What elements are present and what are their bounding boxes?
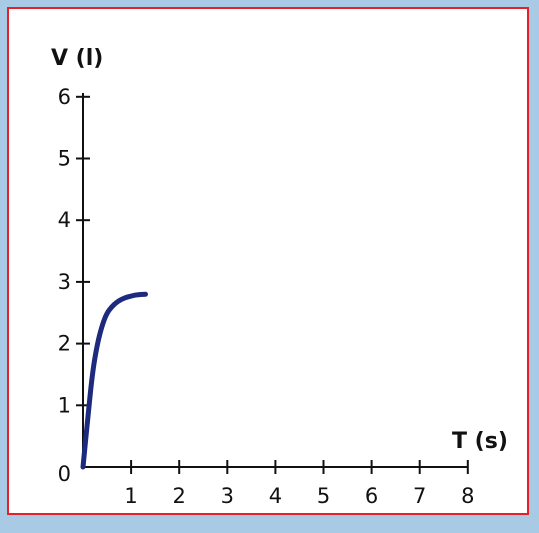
x-tick-label: 5 xyxy=(317,484,330,508)
x-tick-label: 4 xyxy=(269,484,282,508)
y-axis-label: V (l) xyxy=(51,46,103,71)
y-ticks: 0 1 2 3 4 5 6 xyxy=(58,85,90,486)
x-ticks: 1 2 3 4 5 6 7 8 xyxy=(124,460,474,508)
y-tick-label: 3 xyxy=(58,270,71,294)
series-group xyxy=(80,291,148,470)
series-line xyxy=(80,291,148,470)
x-tick-label: 8 xyxy=(461,484,474,508)
x-tick-label: 6 xyxy=(365,484,378,508)
x-tick-label: 3 xyxy=(221,484,234,508)
x-tick-label: 1 xyxy=(124,484,137,508)
x-tick-label: 7 xyxy=(413,484,426,508)
x-axis-label: T (s) xyxy=(452,429,508,454)
chart-panel xyxy=(7,7,529,515)
y-tick-label: 6 xyxy=(58,85,71,109)
y-tick-label: 2 xyxy=(58,332,71,356)
y-tick-label: 1 xyxy=(58,393,71,417)
y-tick-label: 5 xyxy=(58,147,71,171)
y-tick-label: 0 xyxy=(58,462,71,486)
y-tick-label: 4 xyxy=(58,208,71,232)
x-tick-label: 2 xyxy=(173,484,186,508)
